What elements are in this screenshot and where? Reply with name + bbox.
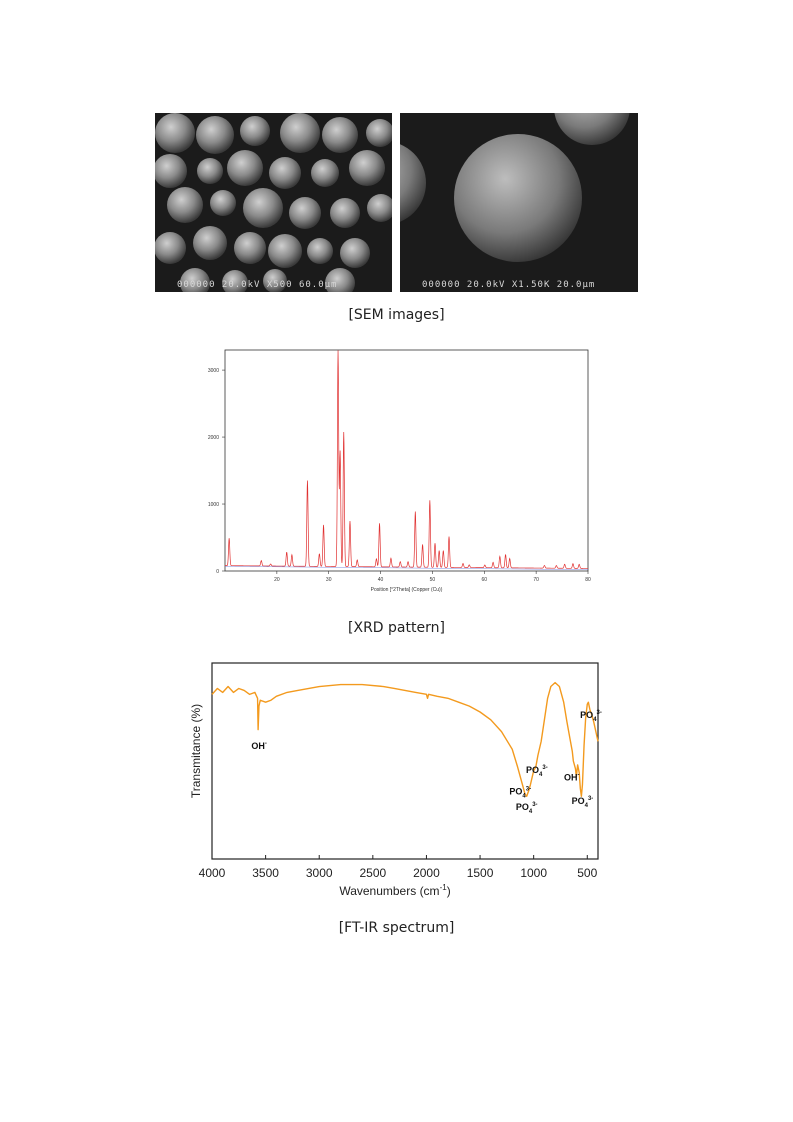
ftir-annotation-base: OH (251, 741, 265, 751)
sem-particle (367, 194, 392, 222)
sem-large-particle (454, 134, 582, 262)
sem-particle (180, 268, 210, 292)
sem-right-info-bar: 000000 20.0kV X1.50K 20.0μm (422, 280, 596, 290)
sem-left-info-bar: 000000 20.0kV X500 60.0μm (177, 280, 338, 290)
xrd-y-tick-label: 3000 (208, 368, 219, 374)
sem-particle (366, 119, 392, 147)
sem-particle (311, 159, 339, 187)
sem-particle (240, 116, 270, 146)
xrd-y-tick-label: 0 (216, 569, 219, 575)
ftir-annotation-sub: 4 (539, 772, 543, 778)
ftir-plot-frame (211, 662, 599, 860)
ftir-x-tick-label: 2000 (413, 866, 440, 880)
ftir-peak-annotation: OH- (564, 773, 580, 783)
ftir-y-axis-label: Transmitance (%) (189, 704, 203, 798)
ftir-chart: 4000 3500 3000 2500 2000 1500 1000 500 Wavenumbe… (189, 662, 602, 898)
ftir-x-tick-label: 2500 (359, 866, 386, 880)
sem-particle (155, 113, 195, 153)
sem-particle (197, 158, 223, 184)
ftir-annotation-sub: 4 (585, 803, 589, 809)
ftir-annotation-base: PO (572, 796, 585, 806)
ftir-caption: [FT-IR spectrum] (338, 920, 455, 936)
sem-particle (222, 270, 248, 292)
ftir-peak-annotation: PO43- (516, 802, 538, 815)
sem-particle (330, 198, 360, 228)
ftir-annotation-base: OH (564, 773, 578, 783)
ftir-annotation-sub: 4 (529, 809, 533, 815)
ftir-x-tick-label: 4000 (199, 866, 226, 880)
ftir-x-axis-label-end: ) (447, 884, 451, 898)
ftir-annotation-sub: 4 (593, 717, 597, 723)
ftir-annotation-sup: - (577, 773, 579, 779)
sem-particle-svg (400, 113, 630, 262)
ftir-annotation-sup: - (265, 741, 267, 747)
xrd-x-axis-label: Position [°2Theta] (Copper (Cu)) (371, 587, 443, 593)
sem-particle (155, 154, 187, 188)
sem-particle (263, 269, 287, 292)
ftir-annotation-sup: 3- (532, 802, 537, 808)
ftir-annotation-sup: 3- (597, 710, 602, 716)
ftir-annotation-base: PO (526, 765, 539, 775)
sem-particle (349, 150, 385, 186)
xrd-plot-frame (224, 349, 589, 572)
ftir-x-axis-label: Wavenumbers (cm-1) (339, 883, 450, 898)
sem-particle (325, 268, 355, 292)
sem-image-high-mag: 000000 20.0kV X1.50K 20.0μm (400, 113, 638, 292)
sem-particle (280, 113, 320, 153)
sem-particles-svg (155, 113, 392, 292)
xrd-x-tick-label: 50 (430, 577, 436, 583)
ftir-x-tick-label: 1000 (520, 866, 547, 880)
sem-particle (269, 157, 301, 189)
xrd-series-line (225, 350, 589, 569)
sem-particle (268, 234, 302, 268)
ftir-x-tick-label: 3500 (252, 866, 279, 880)
ftir-peak-annotation: PO43- (526, 765, 548, 778)
ftir-series-line (211, 681, 599, 797)
sem-particle (340, 238, 370, 268)
sem-corner-particle-top (554, 113, 630, 145)
xrd-x-tick-label: 70 (533, 577, 539, 583)
xrd-x-tick-label: 20 (274, 577, 280, 583)
xrd-x-tick-label: 40 (378, 577, 384, 583)
ftir-peak-annotation: PO43- (580, 710, 602, 723)
sem-particle (322, 117, 358, 153)
ftir-x-axis-label-sup: -1 (440, 883, 448, 892)
ftir-peak-annotation: PO43- (572, 796, 594, 809)
ftir-annotation-sub: 4 (522, 793, 526, 799)
sem-particle (196, 116, 234, 154)
ftir-annotation-sup: 3- (542, 765, 547, 771)
sem-particle (155, 232, 186, 264)
ftir-x-tick-label: 500 (577, 866, 597, 880)
sem-particle (193, 226, 227, 260)
sem-caption: [SEM images] (348, 307, 445, 323)
sem-particle (234, 232, 266, 264)
ftir-annotation-base: PO (580, 710, 593, 720)
sem-corner-particle-left (400, 144, 426, 222)
xrd-caption: [XRD pattern] (348, 620, 445, 636)
sem-particle (243, 188, 283, 228)
xrd-chart: 0 1000 2000 3000 20 30 40 50 60 70 80 Position [°2T… (208, 349, 591, 593)
xrd-x-tick-label: 30 (326, 577, 332, 583)
sem-image-low-mag: 000000 20.0kV X500 60.0μm (155, 113, 392, 292)
xrd-background-line (224, 566, 589, 570)
ftir-peak-annotation: OH- (251, 741, 267, 751)
ftir-x-tick-label: 3000 (306, 866, 333, 880)
ftir-annotation-base: PO (516, 802, 529, 812)
sem-particle (167, 187, 203, 223)
ftir-annotation-base: PO (509, 786, 522, 796)
sem-particle (307, 238, 333, 264)
sem-particle (210, 190, 236, 216)
xrd-y-tick-label: 2000 (208, 435, 219, 441)
xrd-x-tick-label: 80 (585, 577, 591, 583)
sem-particle (289, 197, 321, 229)
sem-particle (227, 150, 263, 186)
xrd-x-tick-label: 60 (482, 577, 488, 583)
ftir-annotation-sup: 3- (588, 796, 593, 802)
ftir-annotation-sup: 3- (526, 786, 531, 792)
xrd-y-tick-label: 1000 (208, 502, 219, 508)
ftir-x-tick-label: 1500 (467, 866, 494, 880)
ftir-peak-annotation: PO43- (509, 786, 531, 799)
